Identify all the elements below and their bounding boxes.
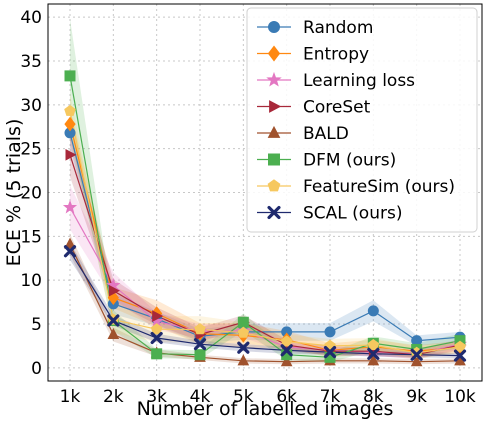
learning-loss-legend-label: Learning loss bbox=[303, 71, 415, 91]
x-tick-labels: 1k 2k 3k 4k 5k 6k 7k 8k 9k 10k bbox=[60, 387, 476, 407]
y-tick-label: 40 bbox=[20, 8, 42, 28]
bald-point bbox=[410, 355, 423, 367]
legend-box bbox=[246, 7, 478, 233]
x-tick-label: 7k bbox=[320, 387, 341, 407]
entropy-point bbox=[64, 116, 76, 132]
scal-ours-point bbox=[63, 245, 77, 258]
x-tick-label: 8k bbox=[363, 387, 384, 407]
coreset-legend-label: CoreSet bbox=[303, 98, 371, 118]
dfm-ours-legend-marker bbox=[268, 153, 280, 166]
y-tick-label: 10 bbox=[20, 271, 42, 291]
series-lines bbox=[69, 75, 461, 363]
series-markers bbox=[62, 70, 468, 367]
dfm-ours-point bbox=[237, 316, 249, 328]
coreset-point bbox=[65, 148, 77, 161]
random-legend-marker bbox=[268, 21, 280, 33]
scal-ours-point bbox=[150, 331, 163, 345]
scal-ours-point bbox=[367, 347, 380, 360]
y-tick-labels: 0 5 10 15 20 25 30 35 40 bbox=[20, 8, 42, 379]
scal-ours-point bbox=[280, 344, 293, 357]
bald-point bbox=[107, 327, 120, 340]
entropy-legend-label: Entropy bbox=[303, 45, 369, 65]
dfm-ours-line bbox=[69, 75, 461, 358]
x-tick-label: 6k bbox=[276, 387, 297, 407]
featuresim-ours-point bbox=[280, 335, 293, 347]
scal-ours-point bbox=[410, 348, 423, 361]
dfm-ours-point bbox=[64, 70, 76, 82]
coreset-line bbox=[69, 154, 461, 356]
random-point bbox=[324, 326, 336, 338]
y-tick-label: 15 bbox=[20, 227, 42, 247]
scal-ours-point bbox=[237, 341, 250, 354]
y-tick-label: 5 bbox=[31, 315, 42, 335]
scal-ours-legend-label: SCAL (ours) bbox=[303, 204, 402, 224]
y-axis-label: ECE % (5 trials) bbox=[3, 119, 25, 267]
x-tick-label: 1k bbox=[60, 387, 81, 407]
featuresim-ours-legend-label: FeatureSim (ours) bbox=[303, 177, 455, 197]
featuresim-ours-point bbox=[454, 340, 466, 352]
y-tick-label: 30 bbox=[20, 96, 42, 116]
dfm-ours-legend-label: DFM (ours) bbox=[303, 151, 396, 171]
y-tick-label: 20 bbox=[20, 184, 42, 204]
bald-point bbox=[237, 354, 250, 366]
y-tick-label: 0 bbox=[31, 359, 42, 379]
plot-frame bbox=[47, 3, 483, 382]
scal-ours-line bbox=[69, 250, 461, 357]
legend: Random Entropy Learning loss CoreSet BALD DFM… bbox=[246, 7, 478, 233]
x-tick-label: 10k bbox=[444, 387, 476, 407]
y-tick-label: 35 bbox=[20, 52, 42, 72]
bald-line bbox=[69, 243, 461, 363]
random-point bbox=[367, 305, 379, 317]
featuresim-ours-point bbox=[237, 326, 250, 338]
bald-legend-marker bbox=[267, 125, 281, 138]
bald-point bbox=[367, 354, 380, 366]
x-axis-label: Number of labelled images bbox=[137, 398, 394, 420]
bald-legend-label: BALD bbox=[303, 124, 349, 144]
bald-point bbox=[280, 355, 293, 367]
x-tick-label: 9k bbox=[406, 387, 427, 407]
featuresim-ours-legend-marker bbox=[267, 179, 281, 192]
coreset-point bbox=[152, 310, 164, 322]
learning-loss-point bbox=[62, 199, 78, 214]
featuresim-ours-point bbox=[194, 323, 206, 335]
random-legend-label: Random bbox=[303, 18, 373, 38]
x-tick-label: 5k bbox=[233, 387, 254, 407]
x-tick-label: 3k bbox=[146, 387, 167, 407]
scal-ours-legend-marker bbox=[267, 205, 281, 220]
dfm-ours-point bbox=[194, 349, 206, 361]
featuresim-ours-line bbox=[69, 110, 461, 354]
scal-ours-point bbox=[107, 314, 120, 327]
scal-ours-point bbox=[323, 345, 337, 359]
random-line bbox=[69, 132, 461, 342]
scal-ours-point bbox=[193, 338, 207, 351]
learning-loss-legend-marker bbox=[266, 71, 282, 87]
coreset-legend-marker bbox=[269, 100, 282, 113]
dfm-ours-point bbox=[151, 348, 163, 360]
y-tick-label: 25 bbox=[20, 140, 42, 160]
featuresim-ours-point bbox=[367, 338, 380, 350]
entropy-legend-marker bbox=[267, 45, 281, 62]
scal-ours-point bbox=[453, 349, 467, 362]
x-tick-label: 2k bbox=[103, 387, 124, 407]
bald-point bbox=[64, 237, 76, 249]
coreset-point bbox=[108, 284, 120, 297]
featuresim-ours-point bbox=[64, 104, 76, 116]
x-tick-label: 4k bbox=[190, 387, 211, 407]
featuresim-ours-point bbox=[150, 323, 163, 335]
